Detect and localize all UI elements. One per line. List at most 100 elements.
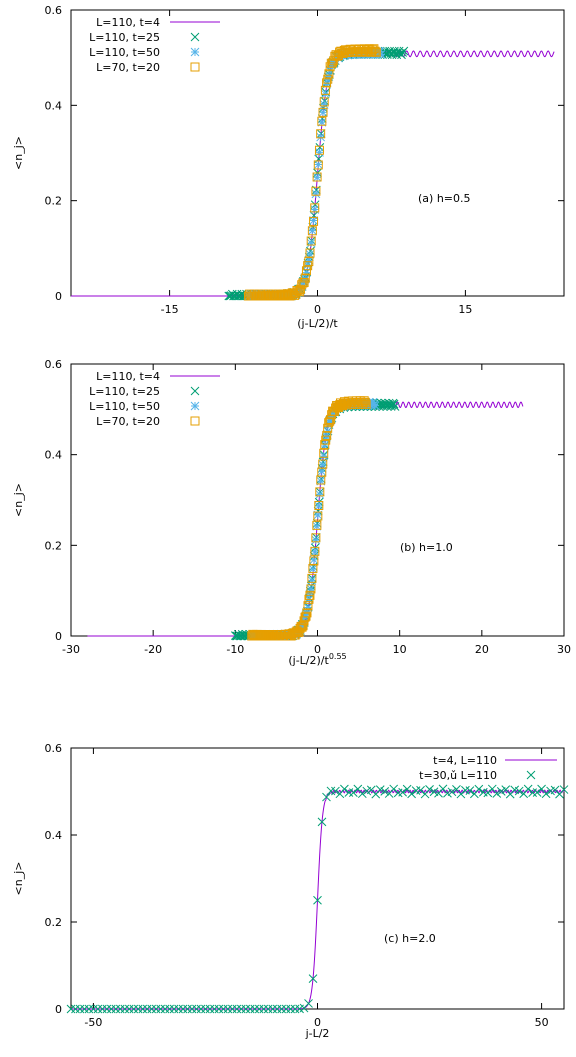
- data-point: [214, 1004, 224, 1014]
- data-point: [319, 448, 329, 458]
- data-point: [111, 1004, 121, 1014]
- data-point: [309, 556, 319, 566]
- data-point: [313, 160, 323, 169]
- series-1: [224, 46, 409, 301]
- data-point: [349, 788, 358, 797]
- series-1: [66, 784, 569, 1014]
- plot-area-b: [70, 363, 565, 641]
- data-point: [196, 1004, 206, 1014]
- data-point: [190, 47, 200, 57]
- x-tick-label: -10: [226, 643, 244, 656]
- x-tick-label: 0: [314, 303, 321, 316]
- data-point: [310, 546, 320, 556]
- data-point: [106, 1004, 116, 1014]
- data-point: [183, 1004, 192, 1014]
- data-point: [259, 1004, 269, 1014]
- data-point: [308, 564, 318, 574]
- x-tick-label: 50: [535, 1016, 549, 1029]
- data-point: [318, 108, 328, 117]
- data-point: [399, 46, 409, 56]
- data-point: [324, 72, 334, 81]
- data-point: [308, 974, 318, 983]
- data-point: [398, 787, 408, 797]
- data-point: [160, 1004, 170, 1014]
- data-point: [302, 608, 312, 618]
- data-point: [541, 789, 551, 799]
- data-point: [310, 547, 320, 557]
- data-point: [322, 431, 332, 441]
- legend-entry-label: L=70, t=20: [96, 61, 160, 74]
- data-point: [192, 1004, 201, 1014]
- data-point: [317, 817, 327, 827]
- data-point: [254, 1004, 264, 1014]
- legend: [170, 375, 220, 426]
- legend-entry-label: L=110, t=25: [89, 385, 160, 398]
- data-point: [323, 74, 333, 84]
- data-point: [263, 1004, 273, 1014]
- data-point: [302, 268, 311, 277]
- data-point: [316, 476, 326, 486]
- data-point: [301, 266, 311, 276]
- data-point: [371, 47, 381, 57]
- data-point: [133, 1004, 143, 1014]
- y-tick-label: 0: [55, 1003, 62, 1016]
- x-tick-label: 30: [557, 643, 571, 656]
- panel-annotation: (b) h=1.0: [400, 541, 453, 554]
- y-tick-label: 0.4: [45, 829, 63, 842]
- panel-annotation: (a) h=0.5: [418, 192, 471, 205]
- data-point: [306, 236, 316, 246]
- x-tick-label: 0: [314, 1016, 321, 1029]
- data-point: [328, 408, 337, 418]
- data-point: [312, 520, 322, 530]
- data-point: [201, 1004, 210, 1014]
- data-point: [326, 415, 336, 425]
- x-axis-label: (j-L/2)/t0.55: [288, 652, 346, 667]
- data-point: [357, 789, 367, 799]
- data-point: [318, 107, 328, 117]
- data-point: [312, 521, 322, 531]
- data-point: [311, 189, 321, 199]
- y-tick-label: 0.2: [45, 916, 63, 929]
- y-axis-label: <n_j>: [12, 483, 25, 517]
- data-point: [71, 1004, 80, 1014]
- data-point: [310, 205, 320, 214]
- data-point: [514, 786, 524, 796]
- data-point: [390, 402, 400, 411]
- data-point: [190, 416, 200, 426]
- y-tick-label: 0.4: [45, 99, 63, 112]
- data-point: [151, 1004, 161, 1014]
- data-point: [223, 1004, 233, 1014]
- y-axis-label: <n_j>: [12, 136, 25, 170]
- data-point: [323, 423, 333, 433]
- data-point: [236, 1004, 246, 1014]
- data-point: [210, 1004, 219, 1014]
- data-point: [301, 611, 311, 621]
- data-point: [303, 601, 313, 611]
- data-point: [156, 1004, 165, 1014]
- data-point: [318, 460, 328, 470]
- legend-entry-label: t=30,ǔ L=110: [419, 769, 497, 782]
- data-point: [165, 1004, 174, 1014]
- data-point: [296, 621, 306, 631]
- x-tick-label: 0: [314, 643, 321, 656]
- data-point: [311, 186, 321, 196]
- data-point: [320, 441, 330, 451]
- data-point: [308, 563, 318, 573]
- x-axis-label-text: j-L/2: [305, 1027, 330, 1040]
- data-point: [319, 97, 329, 107]
- data-point: [286, 1004, 295, 1014]
- x-axis-label: j-L/2: [305, 1027, 330, 1040]
- data-point: [375, 785, 385, 795]
- data-point: [310, 203, 320, 213]
- data-point: [290, 1004, 300, 1014]
- data-point: [315, 487, 325, 497]
- data-point: [187, 1004, 197, 1014]
- data-point: [304, 999, 313, 1008]
- data-point: [205, 1004, 215, 1014]
- data-point: [93, 1004, 103, 1014]
- data-point: [307, 226, 317, 236]
- data-point: [316, 132, 326, 142]
- data-point: [397, 50, 406, 60]
- legend-entry-label: L=110, t=4: [96, 16, 160, 29]
